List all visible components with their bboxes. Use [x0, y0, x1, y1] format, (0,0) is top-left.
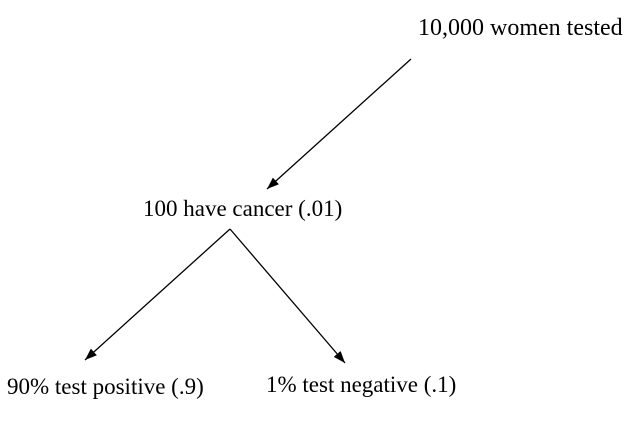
arrow-cancer-to-negative	[229, 228, 346, 364]
arrow-tested-to-cancer	[266, 58, 412, 190]
node-test-negative: 1% test negative (.1)	[266, 372, 457, 397]
node-test-positive: 90% test positive (.9)	[7, 374, 204, 399]
node-women-tested: 10,000 women tested	[418, 15, 623, 41]
node-have-cancer: 100 have cancer (.01)	[143, 196, 343, 221]
arrow-cancer-to-positive	[84, 228, 231, 361]
